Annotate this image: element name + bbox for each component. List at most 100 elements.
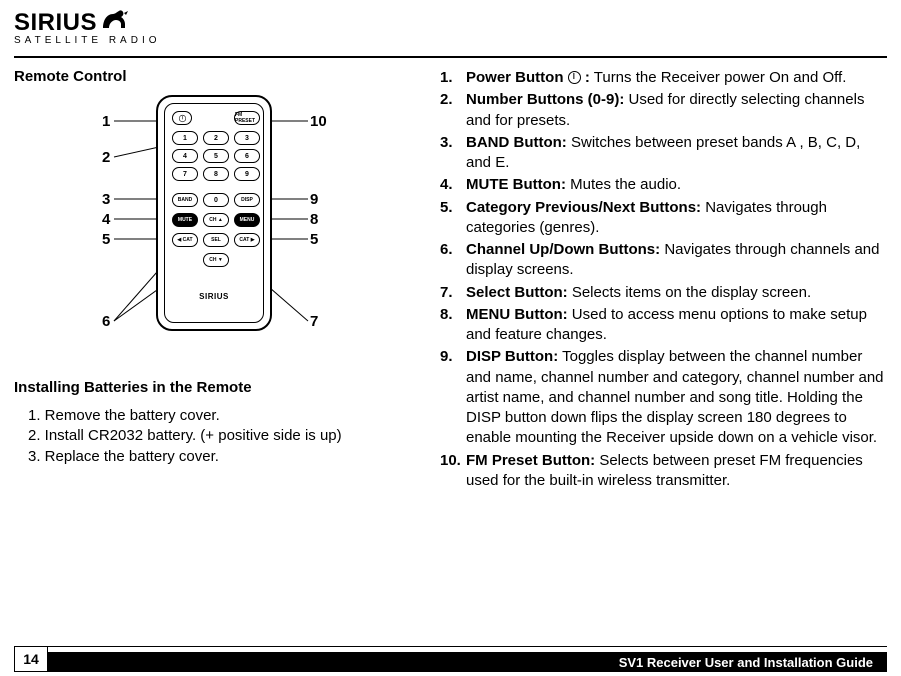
- num-0: 0: [203, 193, 229, 207]
- description-label: DISP Button:: [466, 348, 558, 365]
- description-number: 10.: [440, 451, 466, 492]
- description-body: Channel Up/Down Buttons: Navigates throu…: [466, 240, 887, 281]
- description-list: 1.Power Button : Turns the Receiver powe…: [440, 68, 887, 491]
- description-number: 3.: [440, 133, 466, 174]
- ch-up-button: CH ▲: [203, 213, 229, 227]
- left-column: Remote Control 1 2 3 4 5 6 10 9 8 5 7: [14, 68, 414, 493]
- description-item: 8.MENU Button: Used to access menu optio…: [440, 305, 887, 346]
- logo-dog-icon: [101, 8, 131, 37]
- description-body: MUTE Button: Mutes the audio.: [466, 175, 887, 195]
- num-1: 1: [172, 131, 198, 145]
- description-number: 2.: [440, 90, 466, 131]
- callout-4: 4: [102, 211, 110, 228]
- description-item: 5.Category Previous/Next Buttons: Naviga…: [440, 198, 887, 239]
- callout-6: 6: [102, 313, 110, 330]
- callout-2: 2: [102, 149, 110, 166]
- num-6: 6: [234, 149, 260, 163]
- description-label: BAND Button:: [466, 134, 567, 151]
- description-number: 7.: [440, 283, 466, 303]
- num-7: 7: [172, 167, 198, 181]
- description-body: Power Button : Turns the Receiver power …: [466, 68, 887, 88]
- content: Remote Control 1 2 3 4 5 6 10 9 8 5 7: [0, 68, 901, 493]
- description-label: Select Button:: [466, 284, 568, 301]
- band-button: BAND: [172, 193, 198, 207]
- install-step-3: 3. Replace the battery cover.: [28, 447, 414, 467]
- mute-button: MUTE: [172, 213, 198, 227]
- footer-title: SV1 Receiver User and Installation Guide: [48, 652, 887, 672]
- description-body: FM Preset Button: Selects between preset…: [466, 451, 887, 492]
- install-step-2: 2. Install CR2032 battery. (+ positive s…: [28, 426, 414, 446]
- callout-1: 1: [102, 113, 110, 130]
- description-body: Select Button: Selects items on the disp…: [466, 283, 887, 303]
- description-text: Mutes the audio.: [566, 176, 681, 193]
- description-number: 5.: [440, 198, 466, 239]
- ch-down-button: CH ▼: [203, 253, 229, 267]
- disp-button: DISP: [234, 193, 260, 207]
- description-label: FM Preset Button:: [466, 452, 595, 469]
- description-item: 10.FM Preset Button: Selects between pre…: [440, 451, 887, 492]
- callout-8: 8: [310, 211, 318, 228]
- menu-button: MENU: [234, 213, 260, 227]
- description-label: MENU Button:: [466, 306, 568, 323]
- callout-5r: 5: [310, 231, 318, 248]
- description-text: Selects items on the display screen.: [568, 284, 811, 301]
- callout-3: 3: [102, 191, 110, 208]
- description-body: BAND Button: Switches between preset ban…: [466, 133, 887, 174]
- num-9: 9: [234, 167, 260, 181]
- num-5: 5: [203, 149, 229, 163]
- callout-7: 7: [310, 313, 318, 330]
- description-item: 2.Number Buttons (0-9): Used for directl…: [440, 90, 887, 131]
- description-label: Channel Up/Down Buttons:: [466, 241, 660, 258]
- num-4: 4: [172, 149, 198, 163]
- logo-text: SIRIUS: [14, 9, 97, 37]
- installing-heading: Installing Batteries in the Remote: [14, 379, 414, 396]
- description-text: Turns the Receiver power On and Off.: [590, 69, 847, 86]
- cat-next-button: CAT ▶: [234, 233, 260, 247]
- description-number: 4.: [440, 175, 466, 195]
- install-step-1: 1. Remove the battery cover.: [28, 406, 414, 426]
- num-3: 3: [234, 131, 260, 145]
- number-grid: 1 2 3 4 5 6 7 8 9: [172, 131, 260, 181]
- callout-9: 9: [310, 191, 318, 208]
- description-body: Number Buttons (0-9): Used for directly …: [466, 90, 887, 131]
- description-number: 6.: [440, 240, 466, 281]
- description-body: MENU Button: Used to access menu options…: [466, 305, 887, 346]
- num-2: 2: [203, 131, 229, 145]
- description-item: 1.Power Button : Turns the Receiver powe…: [440, 68, 887, 88]
- sel-button: SEL: [203, 233, 229, 247]
- power-button: [172, 111, 192, 125]
- description-number: 9.: [440, 347, 466, 448]
- cat-prev-button: ◀ CAT: [172, 233, 198, 247]
- remote-brand-label: SIRIUS: [158, 292, 270, 301]
- description-body: Category Previous/Next Buttons: Navigate…: [466, 198, 887, 239]
- callout-5: 5: [102, 231, 110, 248]
- footer: 14 SV1 Receiver User and Installation Gu…: [0, 646, 901, 676]
- install-steps: 1. Remove the battery cover. 2. Install …: [28, 406, 414, 467]
- header: SIRIUS SATELLITE RADIO: [0, 0, 901, 50]
- callout-10: 10: [310, 113, 327, 130]
- description-label: MUTE Button:: [466, 176, 566, 193]
- remote-body: FM PRESET 1 2 3 4 5 6 7 8 9 BAND 0 DISP: [156, 95, 272, 331]
- description-number: 8.: [440, 305, 466, 346]
- description-item: 4.MUTE Button: Mutes the audio.: [440, 175, 887, 195]
- power-icon: [568, 71, 581, 84]
- description-label: Number Buttons (0-9):: [466, 91, 624, 108]
- description-item: 6.Channel Up/Down Buttons: Navigates thr…: [440, 240, 887, 281]
- logo: SIRIUS: [14, 8, 887, 37]
- remote-diagram: 1 2 3 4 5 6 10 9 8 5 7: [84, 95, 344, 355]
- description-label: Category Previous/Next Buttons:: [466, 199, 701, 216]
- divider: [14, 56, 887, 58]
- power-icon: [178, 114, 185, 121]
- right-column: 1.Power Button : Turns the Receiver powe…: [440, 68, 887, 493]
- description-item: 9.DISP Button: Toggles display between t…: [440, 347, 887, 448]
- page-number: 14: [14, 646, 48, 672]
- description-item: 7.Select Button: Selects items on the di…: [440, 283, 887, 303]
- fm-preset-button: FM PRESET: [234, 111, 260, 125]
- description-number: 1.: [440, 68, 466, 88]
- footer-rule: [14, 646, 887, 647]
- description-item: 3.BAND Button: Switches between preset b…: [440, 133, 887, 174]
- logo-subtitle: SATELLITE RADIO: [14, 35, 887, 46]
- remote-control-heading: Remote Control: [14, 68, 414, 85]
- num-8: 8: [203, 167, 229, 181]
- description-body: DISP Button: Toggles display between the…: [466, 347, 887, 448]
